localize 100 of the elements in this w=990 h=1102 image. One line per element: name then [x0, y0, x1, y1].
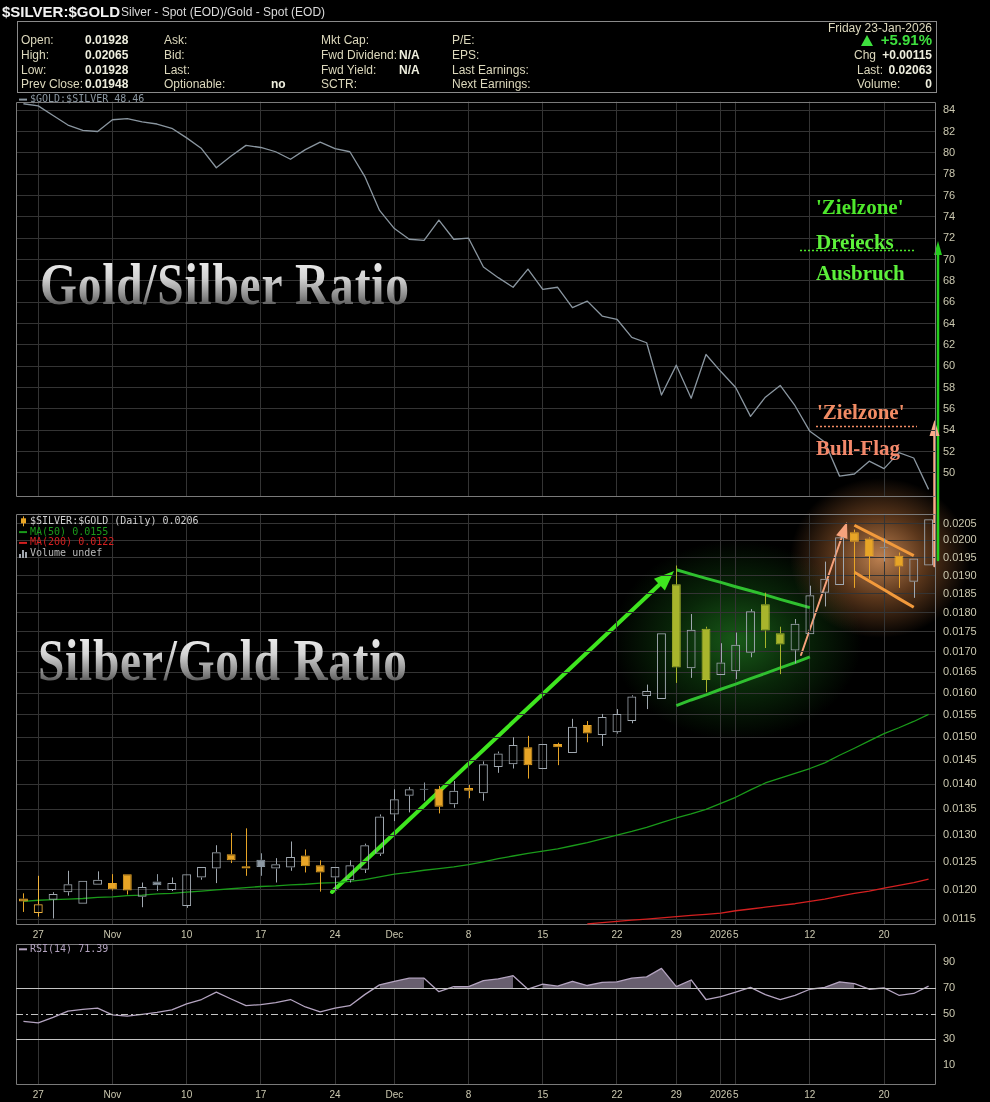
candlestick: [226, 832, 236, 864]
x-tick-label: 20: [878, 928, 891, 940]
x-tick-label: 15: [537, 1088, 549, 1100]
candlestick: [523, 735, 533, 780]
x-tick-label: 24: [329, 1088, 342, 1100]
candlestick: [671, 565, 681, 684]
x-tick-label: 2026: [709, 928, 733, 940]
y-tick-label: 50: [943, 1006, 956, 1019]
text: Silver - Spot (EOD)/Gold - Spot (EOD): [121, 5, 326, 19]
candlestick: [775, 626, 785, 675]
y-tick-label: 68: [943, 273, 956, 286]
y-tick-label: 84: [943, 103, 956, 116]
y-tick-label: 0.0175: [943, 624, 977, 637]
x-tick-label: 5: [732, 1088, 739, 1100]
text: Gold/Silber Ratio: [40, 251, 410, 317]
x-tick-label: 27: [32, 1088, 45, 1100]
x-tick-label: 20: [878, 1088, 891, 1100]
annotation: Volume undef: [30, 547, 103, 559]
text: Prev Close:: [21, 77, 84, 91]
annotation: Bull-Flag: [816, 436, 901, 460]
y-tick-label: 0.0160: [943, 686, 977, 699]
x-tick-label: 22: [611, 928, 623, 940]
y-tick-label: 54: [943, 423, 956, 436]
text: 0: [925, 77, 932, 91]
x-tick-label: 29: [670, 928, 683, 940]
y-tick-label: 76: [943, 188, 956, 201]
text: Ask:: [164, 33, 188, 47]
y-tick-label: 0.0125: [943, 855, 977, 868]
candlestick: [122, 874, 132, 895]
x-tick-label: 27: [32, 928, 45, 940]
text: Low:: [21, 62, 47, 77]
legend-label: $GOLD:$SILVER 48.46: [30, 93, 145, 105]
x-tick-label: Nov: [103, 928, 122, 940]
y-tick-label: 0.0135: [943, 802, 977, 815]
text: 0.01928: [85, 33, 129, 47]
text: Open:: [21, 33, 54, 47]
candlestick: [864, 538, 874, 580]
y-tick-label: 62: [943, 337, 956, 350]
text: Fwd Yield:: [321, 62, 377, 77]
y-tick-label: 30: [943, 1032, 956, 1045]
y-tick-label: 56: [943, 401, 956, 414]
y-tick-label: 78: [943, 167, 956, 180]
y-tick-label: 0.0145: [943, 753, 977, 766]
y-tick-label: 64: [943, 316, 956, 329]
text: 0.01948: [85, 77, 129, 91]
y-tick-label: 0.0170: [943, 644, 977, 657]
annotation: Dreiecks: [816, 230, 894, 254]
x-tick-label: 8: [465, 1088, 472, 1100]
text: Last Earnings:: [452, 62, 529, 77]
y-tick-label: 10: [943, 1058, 956, 1071]
candlestick: [464, 784, 474, 799]
y-tick-label: 0.0190: [943, 568, 977, 581]
y-tick-label: 0.0195: [943, 550, 977, 563]
text: N/A: [399, 48, 420, 62]
x-tick-label: Dec: [385, 1088, 404, 1100]
x-tick-label: 5: [732, 928, 739, 940]
text: EPS:: [452, 48, 480, 62]
y-tick-label: 70: [943, 980, 956, 993]
y-tick-label: 72: [943, 231, 956, 244]
x-tick-label: Dec: [385, 928, 404, 940]
y-tick-label: 90: [943, 955, 956, 968]
x-tick-label: 15: [537, 928, 549, 940]
x-tick-label: 17: [255, 928, 267, 940]
ref-line-label: 'Zielzone': [816, 194, 904, 219]
candlestick: [760, 592, 770, 649]
legend-label: RSI(14) 71.39: [30, 942, 109, 954]
text: High:: [21, 48, 50, 62]
y-tick-label: 52: [943, 444, 956, 457]
x-tick-label: 24: [329, 928, 342, 940]
text: Mkt Cap:: [321, 33, 370, 47]
text: Silber/Gold Ratio: [38, 627, 408, 693]
text: Next Earnings:: [452, 77, 531, 91]
x-tick-label: 12: [804, 1088, 816, 1100]
x-tick-label: 10: [181, 1088, 193, 1100]
x-tick-label: 17: [255, 1088, 267, 1100]
legend-label: MA(50) 0.0155: [30, 525, 109, 537]
candlestick: [894, 552, 904, 589]
candlestick: [256, 852, 266, 877]
y-tick-label: 0.0165: [943, 665, 977, 678]
y-tick-label: 58: [943, 380, 956, 393]
y-tick-label: 0.0200: [943, 533, 977, 546]
y-tick-label: 0.0130: [943, 828, 977, 841]
text: Volume:: [857, 77, 901, 91]
x-tick-label: Nov: [103, 1088, 122, 1100]
legend-label: MA(200) 0.0122: [30, 536, 115, 548]
x-tick-label: 2026: [709, 1088, 733, 1100]
text: P/E:: [452, 33, 475, 47]
text: Last:: [857, 62, 884, 77]
candlestick: [315, 859, 325, 893]
text: SCTR:: [321, 77, 357, 91]
text: Last:: [164, 62, 191, 77]
y-tick-label: 82: [943, 124, 956, 137]
x-tick-label: 8: [465, 928, 472, 940]
x-tick-label: 29: [670, 1088, 683, 1100]
annotation: Ausbruch: [816, 261, 905, 285]
y-tick-label: 0.0185: [943, 586, 977, 599]
x-tick-label: 22: [611, 1088, 623, 1100]
candlestick: [582, 720, 592, 743]
candlestick: [434, 785, 444, 814]
y-tick-label: 80: [943, 145, 956, 158]
